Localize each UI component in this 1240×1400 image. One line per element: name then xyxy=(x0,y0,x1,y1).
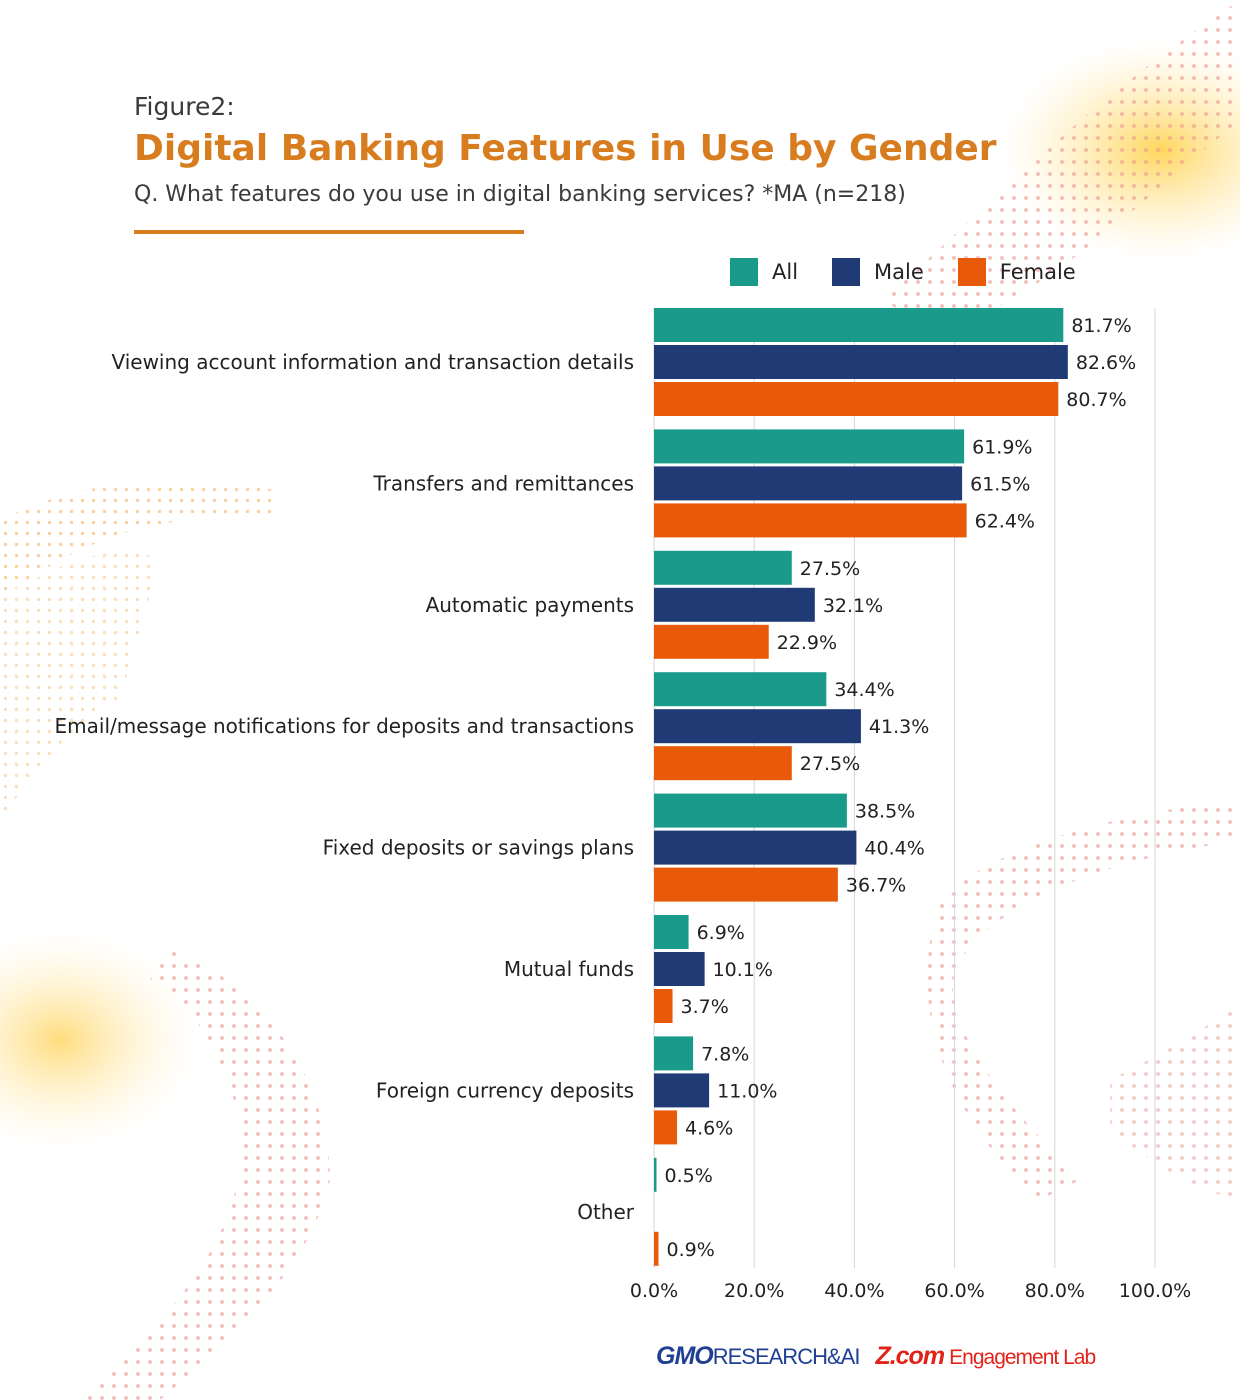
gmo-logo-text: GMO xyxy=(656,1342,714,1370)
bar-female xyxy=(654,624,769,659)
category-label: Fixed deposits or savings plans xyxy=(323,836,634,860)
engagement-lab-logo-text: Engagement Lab xyxy=(949,1346,1096,1369)
bar-all xyxy=(654,1036,694,1071)
data-label: 4.6% xyxy=(685,1117,733,1139)
data-label: 27.5% xyxy=(800,558,860,580)
legend-item-all: All xyxy=(730,258,798,286)
bar-all xyxy=(654,793,847,828)
legend-label-male: Male xyxy=(874,260,924,284)
data-label: 27.5% xyxy=(800,753,860,775)
data-label: 36.7% xyxy=(846,875,906,897)
bar-male xyxy=(654,345,1068,379)
bar-male xyxy=(654,1073,710,1108)
bar-female xyxy=(654,746,792,781)
zcom-logo-text: Z.com xyxy=(875,1342,945,1370)
bar-female xyxy=(654,989,673,1023)
data-label: 81.7% xyxy=(1071,315,1131,337)
data-label: 80.7% xyxy=(1066,389,1126,411)
data-label: 10.1% xyxy=(713,959,773,981)
bar-female xyxy=(654,1231,659,1266)
category-label: Other xyxy=(577,1200,635,1224)
x-tick-label: 60.0% xyxy=(924,1280,984,1302)
category-label: Automatic payments xyxy=(426,593,634,617)
x-tick-label: 40.0% xyxy=(824,1280,884,1302)
category-label: Viewing account information and transact… xyxy=(111,350,634,374)
legend-item-female: Female xyxy=(957,258,1076,286)
data-label: 22.9% xyxy=(777,632,837,654)
bar-female xyxy=(654,1110,678,1145)
gmo-research-logo: GMORESEARCH&AI xyxy=(656,1342,861,1371)
bar-female xyxy=(654,503,967,538)
data-label: 32.1% xyxy=(823,595,883,617)
chart-subtitle: Q. What features do you use in digital b… xyxy=(134,182,906,207)
bar-all xyxy=(654,672,827,707)
data-label: 11.0% xyxy=(717,1080,777,1102)
data-label: 41.3% xyxy=(869,716,929,738)
legend-swatch-male xyxy=(832,258,861,286)
data-label: 7.8% xyxy=(701,1043,749,1065)
category-label: Foreign currency deposits xyxy=(376,1078,634,1102)
chart-title: Digital Banking Features in Use by Gende… xyxy=(134,128,997,169)
footer-logos: GMORESEARCH&AI Z.com Engagement Lab xyxy=(656,1342,1096,1371)
x-tick-label: 0.0% xyxy=(630,1280,678,1302)
bar-male xyxy=(654,830,857,865)
data-label: 40.4% xyxy=(864,838,924,860)
data-label: 82.6% xyxy=(1076,352,1136,374)
bar-all xyxy=(654,550,792,585)
legend-swatch-female xyxy=(957,258,986,286)
x-tick-label: 100.0% xyxy=(1119,1280,1191,1302)
legend-label-all: All xyxy=(772,260,799,284)
bar-male xyxy=(654,466,963,501)
zcom-lab-logo: Z.com Engagement Lab xyxy=(875,1342,1096,1371)
legend: All Male Female xyxy=(730,258,1076,286)
data-label: 3.7% xyxy=(681,996,729,1018)
bar-all xyxy=(654,308,1064,342)
bar-female xyxy=(654,867,838,902)
x-tick-label: 80.0% xyxy=(1025,1280,1085,1302)
bar-female xyxy=(654,382,1059,416)
data-label: 6.9% xyxy=(697,922,745,944)
bar-male xyxy=(654,709,861,744)
legend-swatch-all xyxy=(730,258,758,286)
data-label: 61.9% xyxy=(972,436,1032,458)
research-logo-text: RESEARCH&AI xyxy=(712,1344,861,1369)
bar-male xyxy=(654,587,815,622)
legend-item-male: Male xyxy=(832,258,924,286)
data-label: 34.4% xyxy=(834,679,894,701)
bar-all xyxy=(654,429,965,464)
category-label: Email/message notifications for deposits… xyxy=(55,714,634,738)
data-label: 0.5% xyxy=(665,1165,713,1187)
legend-label-female: Female xyxy=(999,260,1076,284)
bar-male xyxy=(654,952,705,986)
data-label: 38.5% xyxy=(855,801,915,823)
title-underline xyxy=(134,230,524,234)
data-label: 0.9% xyxy=(667,1239,715,1261)
data-label: 61.5% xyxy=(970,473,1030,495)
figure-label: Figure2: xyxy=(134,92,235,121)
bar-all xyxy=(654,915,689,949)
category-label: Transfers and remittances xyxy=(372,471,634,495)
x-tick-label: 20.0% xyxy=(724,1280,784,1302)
data-label: 62.4% xyxy=(975,510,1035,532)
bar-all xyxy=(654,1157,657,1192)
category-label: Mutual funds xyxy=(504,957,634,981)
